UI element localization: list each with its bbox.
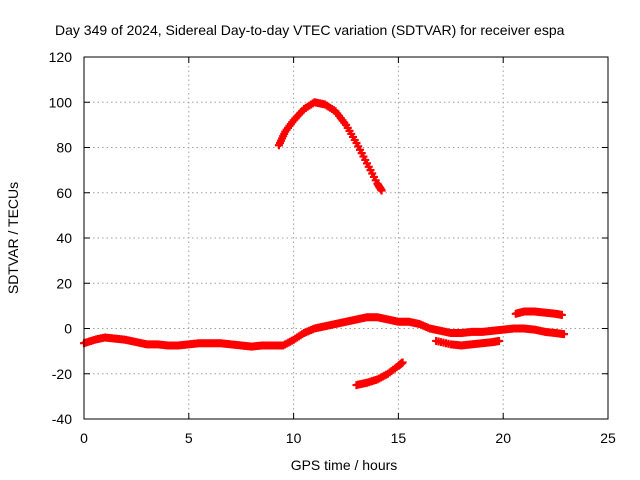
series-track-4	[432, 336, 504, 350]
data-point	[377, 186, 386, 195]
grid-lines	[84, 57, 608, 419]
y-tick-label: 0	[64, 321, 72, 337]
x-tick-label: 15	[391, 430, 407, 446]
x-tick-label: 20	[495, 430, 511, 446]
series-track-2	[274, 98, 386, 195]
x-tick-label: 5	[185, 430, 193, 446]
y-tick-label: -40	[52, 411, 72, 427]
y-tick-label: 20	[56, 275, 72, 291]
x-tick-label: 10	[286, 430, 302, 446]
data-point	[398, 358, 407, 367]
series-track-3	[352, 358, 407, 390]
data-point	[495, 336, 504, 345]
y-axis-label: SDTVAR / TECUs	[5, 182, 21, 294]
x-tick-label: 0	[80, 430, 88, 446]
series-track-1	[80, 313, 568, 351]
y-tick-label: 100	[49, 94, 73, 110]
y-tick-label: 60	[56, 185, 72, 201]
data-point	[557, 310, 566, 319]
plot-frame	[83, 56, 609, 420]
y-tick-label: -20	[52, 366, 72, 382]
tick-labels: 0 5 10 15 20 25 -40 -20 0 20 40 60 80 100 120	[49, 49, 616, 446]
chart-title: Day 349 of 2024, Sidereal Day-to-day VTE…	[55, 22, 565, 38]
series-track-5	[511, 307, 566, 319]
y-tick-label: 40	[56, 230, 72, 246]
y-tick-label: 80	[56, 140, 72, 156]
data-point	[559, 330, 568, 339]
y-tick-label: 120	[49, 49, 73, 65]
x-tick-label: 25	[600, 430, 616, 446]
x-axis-label: GPS time / hours	[291, 457, 398, 473]
data-points	[80, 98, 568, 390]
